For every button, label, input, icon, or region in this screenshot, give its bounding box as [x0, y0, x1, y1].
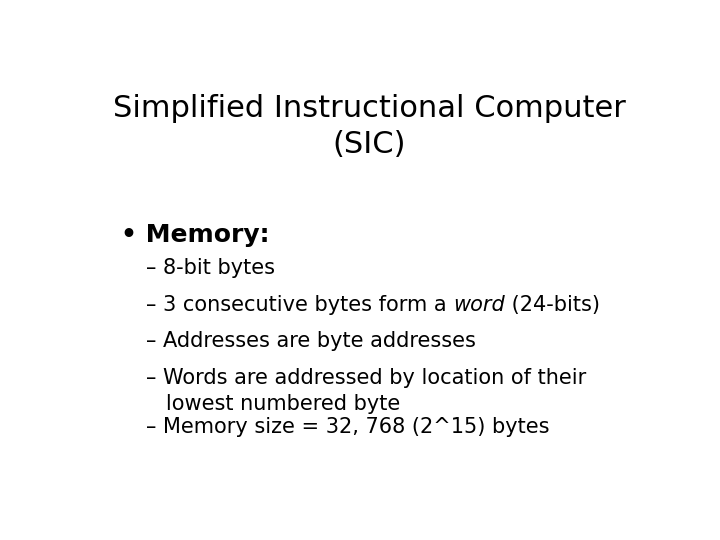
Text: word: word [453, 295, 505, 315]
Text: – 8-bit bytes: – 8-bit bytes [145, 258, 275, 278]
Text: (24-bits): (24-bits) [505, 295, 600, 315]
Text: – Words are addressed by location of their
   lowest numbered byte: – Words are addressed by location of the… [145, 368, 586, 414]
Text: Simplified Instructional Computer
(SIC): Simplified Instructional Computer (SIC) [112, 94, 626, 159]
Text: – 3 consecutive bytes form a: – 3 consecutive bytes form a [145, 295, 453, 315]
Text: – Memory size = 32, 768 (2^15) bytes: – Memory size = 32, 768 (2^15) bytes [145, 417, 549, 437]
Text: • Memory:: • Memory: [121, 223, 269, 247]
Text: – Addresses are byte addresses: – Addresses are byte addresses [145, 332, 476, 352]
